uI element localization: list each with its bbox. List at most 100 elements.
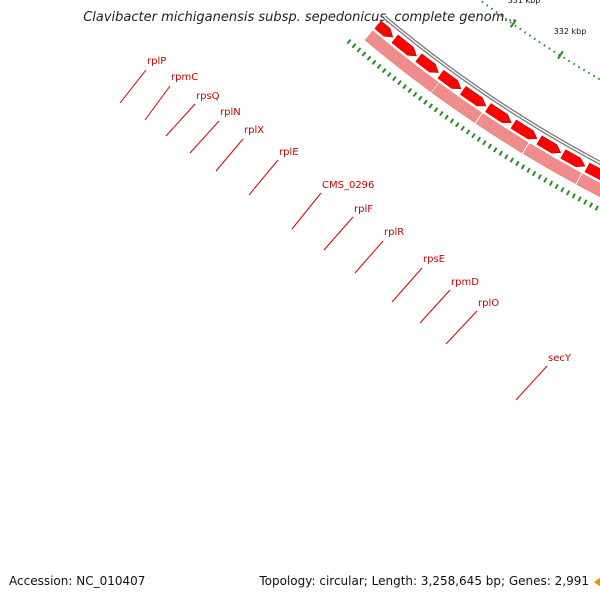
topology-summary: Topology: circular; Length: 3,258,645 bp… [259,574,589,588]
outer-tick [487,143,492,149]
outer-tick [444,114,449,120]
outer-tick [455,122,460,128]
outer-tick [428,103,434,109]
minor-tick [548,47,551,50]
minor-tick [485,4,489,7]
gene-label: rplX [244,125,264,136]
gene-arrow [415,53,439,73]
gene-label: rplO [478,298,499,309]
outer-tick [493,147,498,153]
label-leader-line [323,216,354,251]
outer-tick [515,160,520,167]
outer-tick [449,118,455,124]
gene-label: rpmC [171,72,198,83]
gene-track-segment [431,82,482,123]
outer-tick [376,63,382,70]
outer-tick [520,164,526,170]
major-tick [509,19,517,28]
label-leader-line [515,365,548,401]
gene-label: rpmD [451,277,479,288]
gene-track-segment [576,173,600,198]
backbone-outer-line [383,15,600,166]
outer-tick [439,110,444,117]
backbone-inner-line [383,16,600,164]
minor-tick [592,74,596,78]
outer-tick [371,59,377,65]
outer-tick [407,87,413,94]
outer-tick [554,183,559,190]
outer-tick [537,174,542,180]
label-leader-line [354,240,384,274]
gene-arrow [560,149,586,168]
outer-tick [356,47,362,53]
minor-tick [528,34,532,37]
minor-tick [538,40,541,44]
gene-arrow [437,69,462,90]
outer-tick [402,83,407,90]
minor-tick [577,65,581,69]
backbone [383,15,600,166]
kbp-label: 331 kbp [508,0,541,5]
outer-tick [423,99,428,105]
outer-tick [594,205,599,211]
gene-arrows [374,20,600,181]
outer-tick [417,95,423,101]
outer-tick [471,132,476,139]
gene-arrow [510,119,538,140]
outer-tick [526,167,531,173]
minor-tick [514,24,517,28]
gene-label: rpsE [423,254,445,265]
minor-tick [504,17,508,21]
minor-tick [587,71,591,75]
gene-label: rpsQ [196,91,220,102]
outer-tick [397,79,402,86]
gene-label: rplF [354,204,373,215]
outer-tick [577,196,582,202]
gene-arrow [485,103,512,124]
label-leader-line [291,192,322,230]
outer-tick [476,136,482,142]
outer-tick [588,202,594,208]
kbp-label: 332 kbp [554,27,587,36]
outer-tick [571,193,576,199]
minor-tick [553,50,556,53]
outer-tick [498,150,503,156]
outer-tick [361,51,367,57]
major-tick [557,50,564,60]
gene-arrow [459,85,487,107]
gene-label: rplN [220,107,241,118]
label-leader-line [189,120,220,154]
gene-tracks [364,30,600,198]
outer-tick [532,170,537,177]
outer-tick [366,55,372,61]
label-leader-line [248,159,279,196]
outer-tick [583,199,588,205]
label-leader-line [215,138,244,172]
gene-label: rplE [279,147,299,158]
outer-tick [412,91,418,97]
outer-tick [465,129,471,135]
outer-tick [351,43,357,49]
label-leader-line [165,103,196,137]
minor-tick [543,44,546,47]
outer-tick [433,107,439,113]
gene-arrow [391,34,417,57]
accession-text: Accession: NC_010407 [9,574,146,588]
label-leader-line [119,69,147,104]
outer-tick [386,71,392,78]
outer-tick [566,190,571,196]
gene-arrow [584,162,600,181]
outer-tick [482,140,487,146]
outer-tick [460,125,465,132]
orange-marker-icon [594,577,600,587]
minor-tick [490,7,494,11]
minor-tick [557,53,561,57]
outer-tick [346,38,352,45]
gene-arrow [536,135,562,154]
minor-tick [495,10,498,14]
minor-tick [597,77,600,81]
gene-arrow [374,20,394,38]
